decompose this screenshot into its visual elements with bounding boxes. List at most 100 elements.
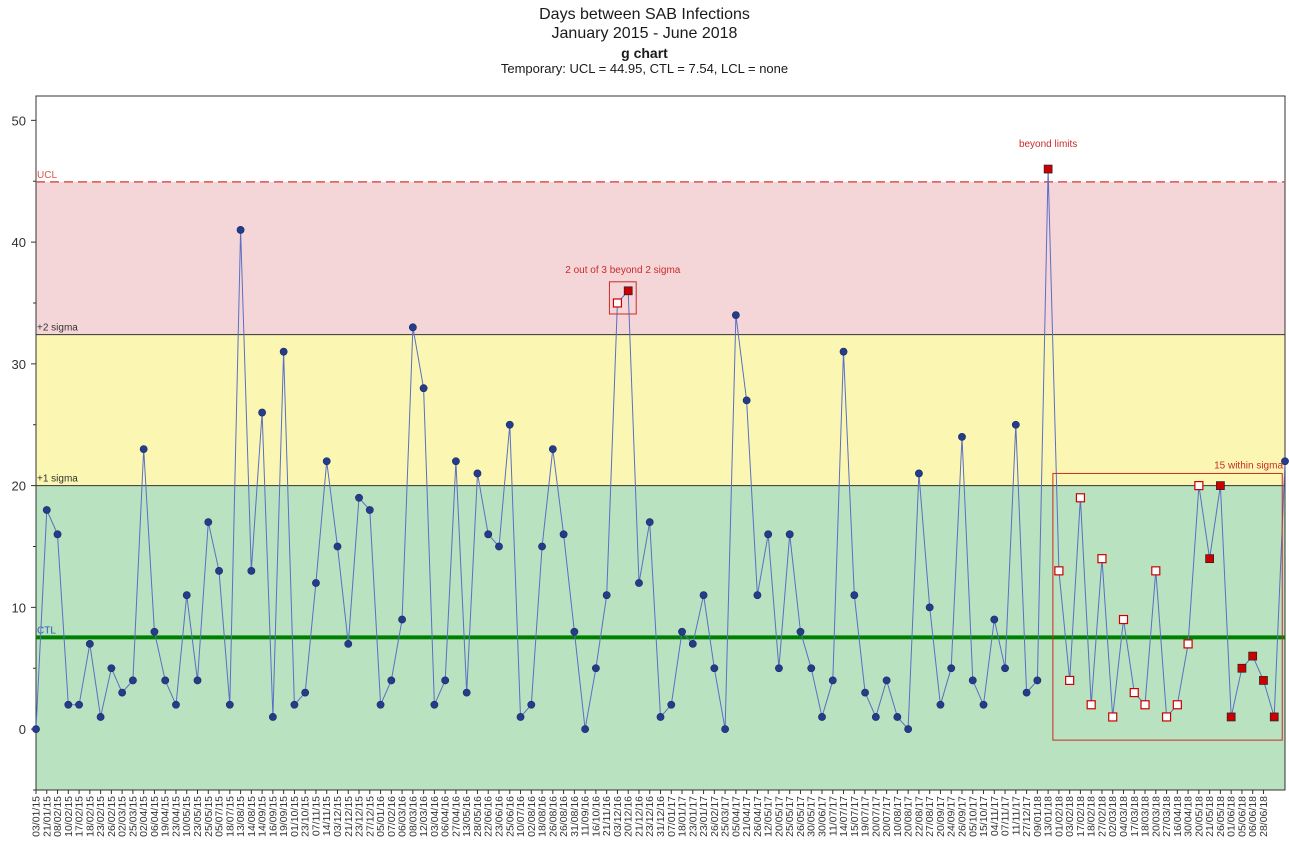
x-tick-label: 20/05/17 — [773, 796, 785, 837]
data-point-open — [1129, 687, 1139, 698]
fifteen-within-box — [1052, 472, 1283, 741]
x-tick-label: 19/09/15 — [278, 796, 290, 837]
y-tick-label: 10 — [12, 600, 26, 615]
data-point — [785, 530, 794, 539]
data-point-open — [1118, 614, 1129, 625]
x-tick-label: 25/03/15 — [127, 796, 139, 837]
x-tick-label: 21/01/15 — [41, 796, 53, 837]
data-point-open — [1183, 639, 1193, 649]
data-point — [64, 700, 73, 709]
data-point — [312, 579, 320, 587]
x-tick-label: 25/05/17 — [784, 796, 796, 837]
data-point — [204, 518, 213, 527]
x-tick-label: 13/08/15 — [235, 796, 247, 837]
two-of-three-box — [608, 281, 637, 315]
two-of-three-annotation: 2 out of 3 beyond 2 sigma — [565, 265, 681, 276]
x-tick-label: 26/02/17 — [709, 796, 721, 837]
x-tick-label: 10/05/15 — [181, 796, 193, 837]
x-tick-label: 10/08/17 — [892, 796, 904, 837]
data-point — [322, 457, 331, 466]
data-point — [398, 615, 406, 624]
data-point — [495, 542, 503, 551]
x-tick-label: 23/05/15 — [192, 796, 204, 837]
data-point — [139, 445, 148, 453]
data-point-open — [1054, 566, 1064, 576]
zone-above-ucl — [36, 96, 1285, 182]
data-point — [365, 506, 374, 514]
data-point-open — [612, 298, 623, 308]
data-point — [688, 639, 697, 648]
x-tick-label: 21/12/15 — [343, 796, 355, 837]
x-tick-label: 15/10/17 — [978, 796, 990, 837]
data-point — [925, 603, 934, 612]
x-tick-label: 27/02/18 — [1097, 796, 1109, 837]
data-point — [75, 700, 83, 709]
data-point — [538, 542, 546, 551]
data-point — [161, 676, 170, 685]
data-point-open — [1161, 712, 1172, 722]
x-tick-label: 22/06/16 — [483, 796, 495, 837]
data-point — [893, 713, 902, 721]
data-point-signal — [1205, 554, 1214, 564]
x-tick-label: 23/01/17 — [698, 796, 710, 837]
data-point — [118, 688, 127, 697]
data-point — [462, 688, 471, 697]
x-tick-label: 27/12/15 — [364, 796, 376, 837]
data-point — [301, 688, 310, 697]
x-tick-label: 23/01/17 — [687, 796, 699, 837]
x-tick-label: 14/09/15 — [257, 796, 269, 837]
x-tick-label: 21/11/16 — [601, 796, 613, 836]
x-tick-label: 07/02/16 — [386, 796, 398, 837]
x-tick-label: 21/04/17 — [741, 796, 753, 837]
data-point — [32, 725, 40, 734]
data-point — [107, 664, 116, 673]
data-point — [796, 627, 805, 636]
data-point — [904, 725, 913, 734]
x-tick-label: 12/05/17 — [763, 796, 775, 837]
data-point — [290, 700, 299, 709]
data-point — [172, 700, 180, 709]
zone-2sigma — [36, 334, 1285, 486]
data-point-signal — [1259, 676, 1268, 685]
x-tick-label: 26/02/15 — [106, 796, 118, 837]
x-tick-label: 20/05/18 — [1193, 796, 1205, 837]
x-tick-label: 02/03/18 — [1107, 796, 1119, 837]
x-tick-label: 30/06/17 — [817, 796, 829, 837]
x-tick-label: 03/02/18 — [1064, 796, 1076, 837]
data-point — [527, 700, 536, 709]
data-point — [731, 311, 740, 320]
x-tick-label: 09/01/18 — [1032, 796, 1044, 837]
x-tick-label: 02/04/15 — [138, 796, 150, 837]
x-tick-label: 10/07/16 — [515, 796, 527, 837]
x-tick-label: 13/05/16 — [461, 796, 473, 837]
data-point — [753, 591, 762, 600]
data-point — [742, 396, 751, 405]
x-tick-label: 16/10/16 — [590, 796, 602, 837]
data-point — [1001, 664, 1009, 673]
x-tick-label: 03/12/16 — [612, 796, 624, 837]
x-tick-label: 17/02/18 — [1075, 796, 1087, 837]
data-point-signal — [1043, 164, 1053, 174]
data-point — [1022, 688, 1031, 697]
plus1-sigma-label: +1 sigma — [37, 474, 78, 485]
x-tick-label: 26/05/18 — [1215, 796, 1227, 837]
x-tick-label: 26/08/16 — [547, 796, 559, 837]
x-tick-label: 25/03/17 — [720, 796, 732, 837]
x-tick-label: 14/08/15 — [246, 796, 258, 837]
x-tick-label: 26/05/17 — [795, 796, 807, 837]
x-tick-label: 25/06/16 — [504, 796, 516, 837]
x-tick-label: 23/12/16 — [644, 796, 656, 837]
x-tick-label: 24/09/17 — [946, 796, 958, 837]
data-point — [710, 664, 719, 673]
x-tick-label: 08/03/16 — [407, 796, 419, 837]
ctl-label: CTL — [37, 625, 56, 636]
data-point — [225, 700, 234, 709]
x-tick-label: 18/01/17 — [677, 796, 689, 837]
data-point — [990, 615, 999, 624]
x-tick-label: 13/01/18 — [1043, 796, 1055, 837]
data-point — [968, 676, 977, 685]
x-tick-label: 01/10/15 — [289, 796, 301, 837]
data-point-open — [1108, 712, 1118, 722]
data-point — [96, 713, 105, 721]
